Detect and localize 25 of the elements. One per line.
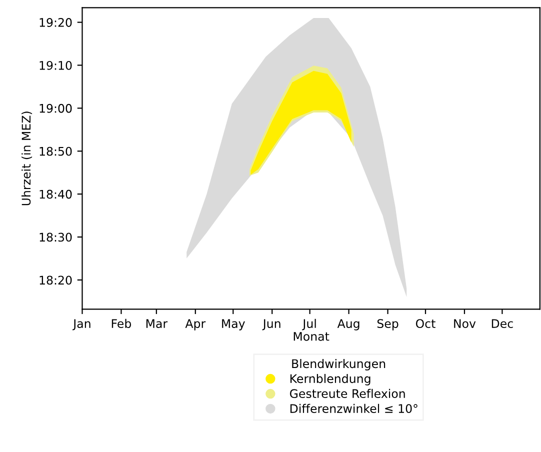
y-tick-label: 18:20 — [40, 276, 72, 285]
x-tick-label: Feb — [112, 318, 132, 328]
y-axis-title: Uhrzeit (in MEZ) — [22, 112, 32, 206]
legend-label: Kernblendung — [290, 374, 370, 386]
legend-title: Blendwirkungen — [292, 358, 386, 370]
x-tick-label: Aug — [337, 319, 360, 330]
x-tick-label: Mar — [146, 319, 168, 328]
x-tick-label: Jul — [302, 318, 316, 330]
x-tick-label: Jan — [72, 319, 90, 330]
y-tick-label: 19:00 — [40, 104, 72, 113]
legend-label: Differenzwinkel ≤ 10° — [290, 404, 418, 414]
x-tick-label: Apr — [185, 319, 206, 330]
y-tick-label: 19:10 — [40, 60, 72, 70]
x-tick-label: Dec — [492, 319, 513, 328]
legend-label: Gestreute Reflexion — [290, 388, 405, 398]
x-tick-label: Nov — [454, 319, 476, 328]
x-tick-label: Sep — [377, 319, 398, 330]
y-tick-label: 19:20 — [40, 18, 72, 27]
x-tick-label: Jun — [262, 319, 280, 330]
y-tick-label: 18:40 — [40, 190, 72, 199]
x-axis-title: Monat — [294, 332, 330, 341]
x-tick-label: Oct — [416, 319, 436, 328]
y-tick-label: 18:30 — [40, 232, 72, 242]
x-tick-label: May — [222, 319, 245, 330]
y-tick-label: 18:50 — [40, 146, 72, 156]
